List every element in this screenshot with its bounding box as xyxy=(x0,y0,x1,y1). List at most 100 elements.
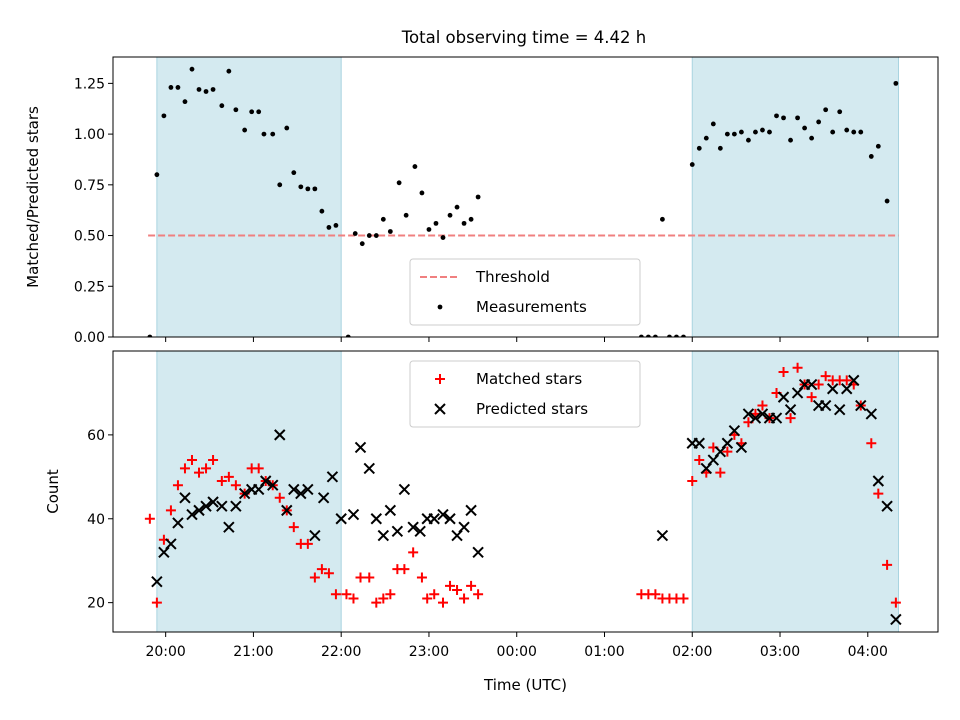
legend-measurement-swatch xyxy=(437,304,443,310)
x-tick-label: 03:00 xyxy=(760,644,800,660)
y-tick-label: 60 xyxy=(87,428,105,444)
x-tick-label: 00:00 xyxy=(497,644,537,660)
matched-star-point xyxy=(330,589,341,600)
predicted-star-point xyxy=(428,513,440,525)
predicted-star-point xyxy=(260,475,272,487)
measurement-point xyxy=(387,229,393,234)
measurement-point xyxy=(168,85,174,90)
measurement-point xyxy=(802,125,807,131)
measurement-point xyxy=(731,131,737,137)
measurement-point xyxy=(689,162,695,167)
measurement-point xyxy=(154,172,160,178)
predicted-star-point xyxy=(749,412,762,424)
matched-star-point xyxy=(416,572,427,583)
matched-star-point xyxy=(355,572,366,583)
matched-star-point xyxy=(466,580,477,591)
y-tick-label: 0.50 xyxy=(74,229,105,245)
measurement-point xyxy=(196,87,202,92)
predicted-star-point xyxy=(848,374,860,387)
predicted-star-point xyxy=(193,504,205,517)
predicted-star-point xyxy=(784,404,797,416)
y-axis-label: Count xyxy=(44,469,62,514)
predicted-star-point xyxy=(179,492,191,504)
measurement-point xyxy=(345,334,351,337)
predicted-star-point xyxy=(833,404,846,416)
matched-star-point xyxy=(201,463,212,474)
measurement-point xyxy=(454,204,460,210)
x-tick-label: 01:00 xyxy=(584,644,624,660)
measurement-point xyxy=(739,129,744,135)
y-axis-label: Matched/Predicted stars xyxy=(24,106,42,288)
measurement-point xyxy=(660,216,665,222)
predicted-star-point xyxy=(363,462,375,475)
measurement-point xyxy=(419,190,425,196)
measurement-point xyxy=(724,131,730,137)
predicted-star-point xyxy=(384,504,397,517)
measurement-point xyxy=(359,241,365,247)
predicted-star-point xyxy=(370,513,383,525)
matched-star-point xyxy=(230,480,241,491)
matched-star-point xyxy=(274,492,285,503)
predicted-star-point xyxy=(721,437,734,449)
axes-frame xyxy=(112,350,939,633)
predicted-star-point xyxy=(238,487,251,500)
measurement-point xyxy=(298,184,304,190)
measurement-point xyxy=(403,212,409,218)
measurement-point xyxy=(182,99,188,105)
measurement-point xyxy=(447,212,453,218)
matched-star-point xyxy=(715,467,726,478)
measurement-point xyxy=(189,66,195,72)
matched-star-point xyxy=(792,362,803,373)
predicted-star-point xyxy=(172,517,184,529)
matched-star-point xyxy=(323,568,334,579)
matched-star-point xyxy=(309,572,320,583)
y-tick-label: 1.00 xyxy=(74,127,105,143)
y-tick-label: 0.75 xyxy=(74,178,105,194)
predicted-star-point xyxy=(865,408,878,420)
predicted-star-point xyxy=(407,521,419,533)
measurement-point xyxy=(161,113,167,119)
shaded-interval xyxy=(156,56,342,338)
matched-star-point xyxy=(341,589,352,600)
legend-matched-swatch xyxy=(435,374,445,384)
predicted-star-point xyxy=(819,399,832,412)
measurement-point xyxy=(468,216,474,222)
matched-star-point xyxy=(678,593,689,604)
matched-star-point xyxy=(371,597,382,608)
measurement-point xyxy=(703,135,709,141)
measurement-point xyxy=(788,137,793,143)
measurement-point xyxy=(284,125,290,131)
predicted-star-point xyxy=(890,613,902,626)
x-tick-label: 22:00 xyxy=(321,644,361,660)
matched-star-point xyxy=(841,375,852,386)
predicted-star-point xyxy=(281,504,293,517)
legend-label: Matched stars xyxy=(476,370,582,388)
matched-star-point xyxy=(694,455,705,466)
predicted-star-point xyxy=(302,483,314,496)
measurement-point xyxy=(291,170,297,176)
measurement-point xyxy=(774,113,779,119)
measurement-point xyxy=(837,109,843,115)
measurement-point xyxy=(638,334,644,337)
measurement-point xyxy=(696,145,702,151)
predicted-star-point xyxy=(200,500,212,512)
matched-star-point xyxy=(216,476,227,487)
matched-star-point xyxy=(179,463,190,474)
measurement-point xyxy=(426,227,432,232)
measurement-point xyxy=(884,198,890,204)
y-tick-label: 0.25 xyxy=(74,279,105,295)
measurement-point xyxy=(305,186,311,192)
matched-star-point xyxy=(813,379,824,390)
matched-star-point xyxy=(422,593,433,604)
predicted-star-point xyxy=(735,441,748,454)
measurement-point xyxy=(175,85,181,90)
legend-label: Predicted stars xyxy=(476,400,588,418)
predicted-star-point xyxy=(826,383,839,395)
measurement-point xyxy=(312,186,318,192)
measurement-point xyxy=(830,129,836,135)
measurement-point xyxy=(809,135,815,141)
measurement-point xyxy=(277,182,283,188)
matched-star-point xyxy=(866,438,877,449)
legend: Matched stars Predicted stars xyxy=(409,360,641,428)
